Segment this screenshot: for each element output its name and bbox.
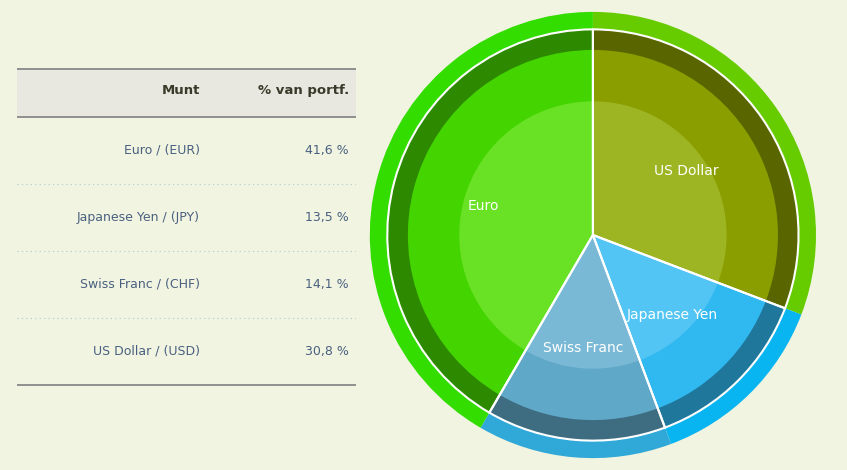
Wedge shape bbox=[593, 235, 717, 360]
Text: Swiss Franc: Swiss Franc bbox=[543, 341, 623, 355]
Wedge shape bbox=[593, 12, 816, 314]
Wedge shape bbox=[593, 235, 785, 428]
Wedge shape bbox=[500, 235, 658, 420]
Text: 41,6 %: 41,6 % bbox=[305, 144, 349, 157]
Text: Japanese Yen / (JPY): Japanese Yen / (JPY) bbox=[77, 211, 200, 224]
Text: US Dollar: US Dollar bbox=[654, 164, 718, 178]
Text: % van portf.: % van portf. bbox=[257, 85, 349, 97]
Text: 13,5 %: 13,5 % bbox=[305, 211, 349, 224]
FancyBboxPatch shape bbox=[17, 69, 356, 117]
Text: 30,8 %: 30,8 % bbox=[305, 345, 349, 358]
Text: Euro: Euro bbox=[468, 198, 500, 212]
Text: Swiss Franc / (CHF): Swiss Franc / (CHF) bbox=[80, 278, 200, 291]
Wedge shape bbox=[490, 235, 665, 440]
Wedge shape bbox=[593, 235, 766, 408]
Wedge shape bbox=[459, 102, 593, 351]
Wedge shape bbox=[593, 50, 778, 301]
Wedge shape bbox=[593, 29, 799, 308]
Text: Munt: Munt bbox=[162, 85, 200, 97]
Wedge shape bbox=[526, 235, 639, 368]
Wedge shape bbox=[387, 29, 593, 413]
Wedge shape bbox=[370, 12, 593, 428]
Wedge shape bbox=[593, 102, 727, 282]
Text: 14,1 %: 14,1 % bbox=[305, 278, 349, 291]
Text: US Dollar / (USD): US Dollar / (USD) bbox=[93, 345, 200, 358]
Wedge shape bbox=[480, 235, 671, 458]
Wedge shape bbox=[593, 235, 801, 444]
Wedge shape bbox=[408, 50, 593, 395]
Text: Euro / (EUR): Euro / (EUR) bbox=[124, 144, 200, 157]
Text: Japanese Yen: Japanese Yen bbox=[627, 308, 718, 322]
